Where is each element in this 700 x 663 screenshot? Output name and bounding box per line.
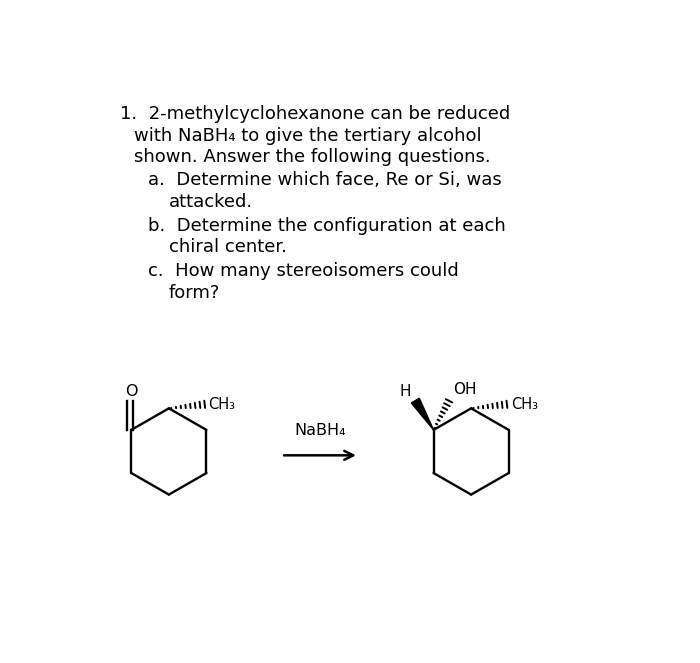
Text: shown. Answer the following questions.: shown. Answer the following questions.: [134, 148, 491, 166]
Text: 1.  2-methylcyclohexanone can be reduced: 1. 2-methylcyclohexanone can be reduced: [120, 105, 510, 123]
Text: O: O: [125, 384, 137, 398]
Text: chiral center.: chiral center.: [169, 238, 287, 256]
Text: attacked.: attacked.: [169, 193, 253, 211]
Text: H: H: [399, 384, 411, 399]
Text: CH₃: CH₃: [209, 396, 236, 412]
Text: form?: form?: [169, 284, 220, 302]
Text: with NaBH₄ to give the tertiary alcohol: with NaBH₄ to give the tertiary alcohol: [134, 127, 482, 145]
Polygon shape: [412, 398, 433, 430]
Text: CH₃: CH₃: [511, 396, 538, 412]
Text: a.  Determine which face, Re or Si, was: a. Determine which face, Re or Si, was: [148, 171, 502, 189]
Text: b.  Determine the configuration at each: b. Determine the configuration at each: [148, 217, 505, 235]
Text: NaBH₄: NaBH₄: [294, 422, 346, 438]
Text: c.  How many stereoisomers could: c. How many stereoisomers could: [148, 262, 459, 280]
Text: OH: OH: [453, 383, 477, 397]
